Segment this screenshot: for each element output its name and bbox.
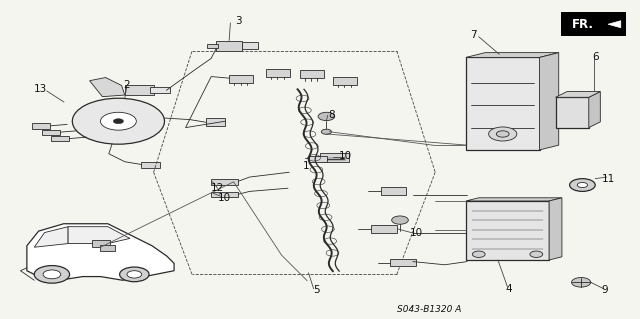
Bar bbox=[466, 201, 549, 260]
Bar bbox=[320, 153, 349, 162]
Circle shape bbox=[120, 267, 149, 282]
Polygon shape bbox=[466, 198, 562, 201]
Circle shape bbox=[392, 216, 408, 224]
Text: 9: 9 bbox=[602, 285, 608, 295]
Text: 10: 10 bbox=[218, 193, 230, 203]
Bar bbox=[125, 85, 154, 95]
Text: 10: 10 bbox=[410, 228, 422, 238]
Bar bbox=[92, 240, 109, 247]
Bar bbox=[333, 77, 357, 85]
Polygon shape bbox=[540, 53, 559, 150]
Bar bbox=[141, 162, 160, 168]
Bar bbox=[466, 57, 540, 150]
Bar bbox=[266, 69, 290, 77]
Text: 13: 13 bbox=[34, 84, 47, 94]
Polygon shape bbox=[466, 53, 559, 57]
Text: 7: 7 bbox=[470, 30, 477, 40]
Text: FR.: FR. bbox=[572, 18, 593, 31]
Bar bbox=[371, 225, 397, 233]
Bar bbox=[381, 187, 406, 195]
Bar bbox=[150, 87, 170, 93]
Circle shape bbox=[572, 278, 591, 287]
Text: 12: 12 bbox=[211, 183, 224, 193]
Bar bbox=[211, 179, 238, 185]
Circle shape bbox=[35, 265, 70, 283]
Bar bbox=[42, 130, 60, 135]
Bar bbox=[229, 75, 253, 83]
FancyBboxPatch shape bbox=[561, 12, 626, 36]
Circle shape bbox=[570, 179, 595, 191]
Polygon shape bbox=[27, 224, 174, 280]
Circle shape bbox=[100, 112, 136, 130]
Bar bbox=[242, 42, 258, 49]
Bar bbox=[51, 136, 69, 141]
Bar bbox=[207, 44, 218, 48]
Polygon shape bbox=[589, 92, 600, 128]
Circle shape bbox=[127, 271, 141, 278]
Bar bbox=[100, 245, 115, 251]
Text: 6: 6 bbox=[592, 52, 598, 63]
Circle shape bbox=[497, 131, 509, 137]
Text: 11: 11 bbox=[602, 174, 614, 184]
Bar bbox=[556, 97, 589, 128]
Circle shape bbox=[321, 129, 332, 134]
Circle shape bbox=[72, 98, 164, 144]
Circle shape bbox=[318, 112, 335, 121]
Bar bbox=[390, 259, 416, 266]
Circle shape bbox=[530, 251, 543, 257]
Bar bbox=[32, 123, 50, 129]
Circle shape bbox=[43, 270, 61, 279]
Text: 2: 2 bbox=[124, 79, 130, 90]
Bar bbox=[206, 118, 225, 126]
Text: 5: 5 bbox=[314, 285, 320, 295]
Circle shape bbox=[577, 182, 588, 188]
Text: 4: 4 bbox=[506, 284, 512, 294]
Circle shape bbox=[489, 127, 517, 141]
Polygon shape bbox=[608, 21, 621, 28]
Polygon shape bbox=[556, 92, 600, 97]
Bar bbox=[216, 41, 242, 51]
Text: 1: 1 bbox=[303, 161, 309, 171]
Polygon shape bbox=[68, 227, 130, 244]
Bar bbox=[211, 192, 238, 197]
Circle shape bbox=[472, 251, 485, 257]
Text: 8: 8 bbox=[328, 110, 335, 120]
Text: S043-B1320 A: S043-B1320 A bbox=[397, 305, 461, 314]
Bar bbox=[300, 70, 324, 78]
Bar bbox=[309, 156, 327, 162]
Text: 3: 3 bbox=[236, 16, 242, 26]
Polygon shape bbox=[549, 198, 562, 260]
Polygon shape bbox=[35, 227, 68, 247]
Polygon shape bbox=[90, 78, 125, 97]
Text: 10: 10 bbox=[339, 151, 352, 161]
Circle shape bbox=[113, 119, 124, 124]
